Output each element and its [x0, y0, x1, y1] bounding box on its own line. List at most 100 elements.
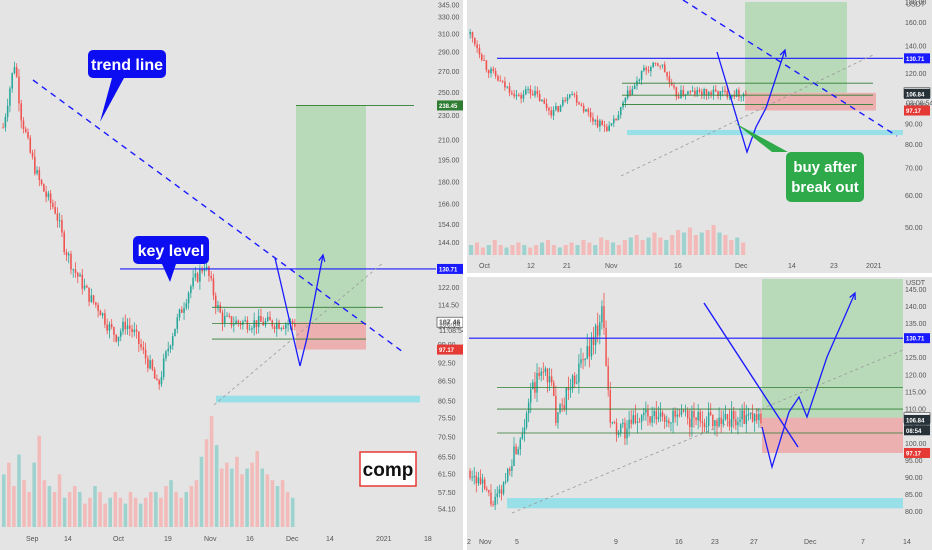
y-tick-label: 120.00 — [905, 372, 927, 379]
y-tick-label: 160.00 — [905, 20, 927, 27]
candle-body — [481, 479, 484, 484]
volume-bar — [569, 242, 574, 255]
candle-body — [217, 305, 219, 308]
chart-top-right-svg[interactable]: 180.00160.00140.00120.00100.0090.0080.00… — [467, 0, 932, 273]
candle-body — [684, 410, 687, 412]
price-label: 107.46 — [439, 320, 461, 327]
volume-bar — [169, 480, 173, 527]
volume-bar — [280, 480, 285, 527]
y-tick-label: 135.00 — [905, 321, 927, 328]
candle-body — [536, 90, 539, 94]
candle-body — [500, 489, 503, 494]
price-label: USDT — [906, 280, 926, 287]
candle-body — [631, 88, 634, 96]
candle-body — [626, 90, 629, 98]
candle-body — [45, 191, 47, 197]
chart-left-svg[interactable]: 345.00 330.00 310.00 290.00 270.00 250.00 230.… — [0, 0, 463, 550]
volume-bar — [250, 462, 254, 527]
volume-bar — [78, 491, 82, 527]
y-tick-label: 330.00 — [438, 15, 460, 22]
candle-body — [538, 93, 541, 102]
zone-support — [216, 395, 420, 403]
price-label-bg — [904, 447, 930, 458]
candle-body — [663, 416, 666, 422]
candle-body — [178, 309, 181, 318]
chart-bottom-right-svg[interactable]: 145.00 140.00 135.00 125.00 120.00 115.00 110.… — [467, 277, 932, 550]
candle-body — [728, 96, 731, 98]
price-label: 03:08:54 — [906, 100, 932, 107]
candle-body — [726, 414, 729, 420]
candle-body — [640, 70, 643, 80]
price-label: 08:54 — [906, 429, 922, 435]
y-tick-label: 144.00 — [438, 240, 460, 247]
y-tick-label: 86.50 — [438, 379, 456, 386]
candle-body — [475, 475, 478, 484]
candle-body — [731, 94, 733, 97]
candle-body — [147, 358, 149, 369]
candle-body — [633, 85, 636, 89]
candle-body — [117, 336, 120, 342]
volume-bar — [628, 237, 633, 255]
candle-body — [663, 64, 666, 73]
chart-panel-bottom-right[interactable]: 145.00 140.00 135.00 125.00 120.00 115.00 110.… — [467, 277, 932, 550]
candle-body — [246, 320, 249, 330]
chart-panel-left[interactable]: 345.00 330.00 310.00 290.00 270.00 250.00 230.… — [0, 0, 463, 550]
zone-target — [762, 279, 903, 418]
candle-body — [511, 465, 513, 471]
volume-bar — [240, 474, 244, 527]
volume-bar — [72, 486, 77, 527]
candle-body — [740, 96, 743, 98]
comp-label: comp — [363, 460, 414, 481]
candle-body — [181, 309, 183, 313]
candle-body — [741, 410, 743, 420]
candle-body — [578, 363, 580, 383]
ascending-trend-dotted — [511, 349, 904, 514]
candle-body — [686, 410, 689, 419]
candle-body — [36, 170, 38, 174]
candle-body — [54, 207, 56, 214]
volume-bar — [551, 245, 556, 255]
candle-body — [473, 475, 475, 477]
callout-box — [88, 50, 166, 78]
candle-body — [212, 278, 215, 296]
volume-bar — [37, 435, 42, 527]
candle-body — [617, 432, 620, 435]
price-label-bg — [904, 88, 930, 99]
candle-body — [624, 97, 627, 103]
volume-bar — [717, 232, 722, 255]
candle-body — [86, 285, 88, 288]
y-tick-label: 80.50 — [438, 398, 456, 405]
x-tick-label: Nov — [204, 536, 217, 543]
x-tick-label: Nov — [605, 263, 618, 270]
x-tick-label: Oct — [479, 263, 490, 270]
candle-body — [587, 109, 590, 113]
volume-bar — [138, 503, 143, 527]
candle-body — [733, 410, 735, 420]
candle-body — [515, 446, 517, 455]
candle-body — [169, 345, 172, 349]
volume-bar — [93, 486, 97, 527]
y-tick-label: 270.00 — [438, 69, 460, 76]
candle-body — [670, 82, 673, 86]
candle-body — [573, 94, 576, 96]
candle-body — [588, 346, 591, 357]
candle-body — [699, 411, 701, 422]
volume-bar — [593, 245, 598, 255]
candle-body — [582, 105, 585, 112]
candle-body — [162, 358, 165, 377]
candle-body — [13, 67, 16, 74]
candle-body — [541, 99, 543, 102]
candle-body — [753, 414, 756, 422]
volume-bar — [610, 242, 616, 255]
comp-box — [359, 451, 417, 487]
candle-body — [561, 404, 563, 406]
zone-support — [507, 498, 903, 509]
candle-body — [529, 88, 532, 94]
candle-body — [253, 320, 255, 329]
arrowhead-icon — [849, 291, 856, 301]
candle-body — [758, 413, 760, 421]
chart-panel-top-right[interactable]: 180.00160.00140.00120.00100.0090.0080.00… — [467, 0, 932, 273]
zone-stop — [296, 322, 366, 350]
candle-body — [235, 320, 237, 325]
volume-bar — [557, 247, 562, 255]
